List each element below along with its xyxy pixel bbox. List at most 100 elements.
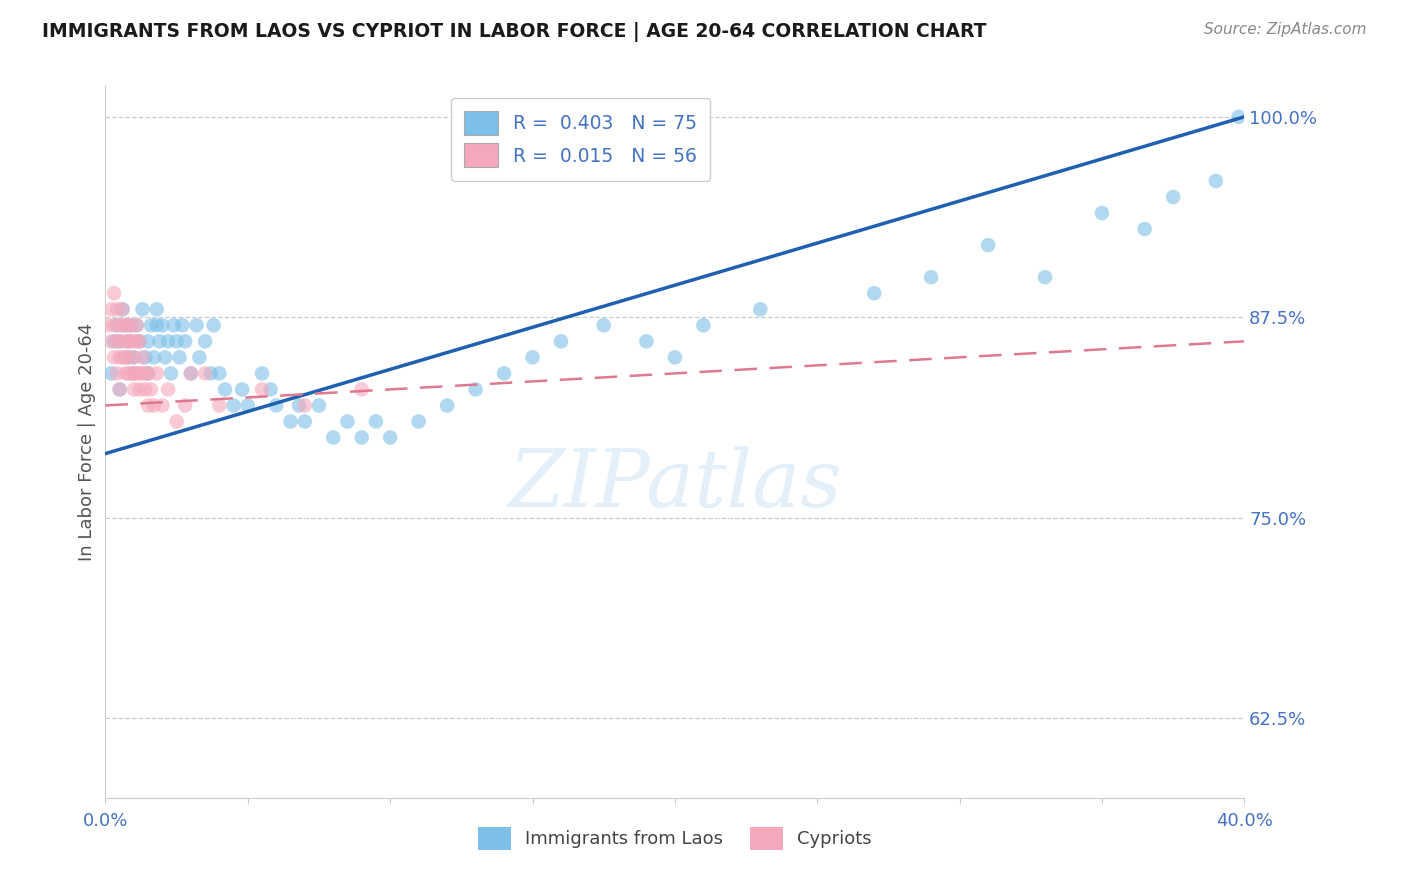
Point: [139, 318, 162, 333]
Point: [236, 399, 259, 413]
Point: [592, 318, 614, 333]
Point: [125, 318, 148, 333]
Point: [128, 383, 150, 397]
Point: [920, 270, 942, 285]
Point: [174, 399, 197, 413]
Point: [139, 383, 162, 397]
Point: [134, 383, 156, 397]
Point: [128, 367, 150, 381]
Point: [134, 367, 156, 381]
Point: [122, 367, 145, 381]
Point: [108, 334, 131, 349]
Point: [145, 302, 167, 317]
Point: [214, 383, 236, 397]
Point: [336, 415, 359, 429]
Point: [145, 318, 167, 333]
Point: [120, 318, 142, 333]
Point: [103, 286, 125, 301]
Point: [350, 431, 373, 445]
Point: [250, 383, 273, 397]
Point: [288, 399, 311, 413]
Point: [294, 415, 316, 429]
Point: [152, 399, 174, 413]
Point: [100, 334, 122, 349]
Point: [117, 351, 139, 365]
Point: [105, 302, 128, 317]
Point: [136, 367, 159, 381]
Point: [122, 383, 145, 397]
Point: [103, 334, 125, 349]
Point: [103, 351, 125, 365]
Point: [114, 318, 136, 333]
Point: [105, 318, 128, 333]
Point: [128, 334, 150, 349]
Point: [157, 383, 180, 397]
Point: [122, 334, 145, 349]
Point: [259, 383, 281, 397]
Point: [117, 367, 139, 381]
Point: [308, 399, 330, 413]
Point: [188, 351, 211, 365]
Point: [114, 351, 136, 365]
Point: [117, 351, 139, 365]
Point: [117, 318, 139, 333]
Point: [202, 318, 225, 333]
Point: [408, 415, 430, 429]
Point: [364, 415, 387, 429]
Point: [100, 302, 122, 317]
Point: [105, 334, 128, 349]
Point: [120, 367, 142, 381]
Point: [194, 334, 217, 349]
Point: [155, 351, 177, 365]
Point: [294, 399, 316, 413]
Point: [142, 351, 165, 365]
Point: [108, 351, 131, 365]
Y-axis label: In Labor Force | Age 20-64: In Labor Force | Age 20-64: [77, 322, 96, 561]
Point: [114, 318, 136, 333]
Point: [977, 238, 1000, 252]
Point: [160, 367, 183, 381]
Point: [97, 318, 120, 333]
Point: [208, 367, 231, 381]
Point: [114, 367, 136, 381]
Point: [120, 318, 142, 333]
Point: [111, 302, 134, 317]
Point: [749, 302, 772, 317]
Point: [1033, 270, 1056, 285]
Point: [111, 318, 134, 333]
Point: [166, 334, 188, 349]
Point: [186, 318, 208, 333]
Point: [125, 334, 148, 349]
Point: [350, 383, 373, 397]
Point: [322, 431, 344, 445]
Point: [522, 351, 544, 365]
Point: [1133, 222, 1156, 236]
Point: [120, 334, 142, 349]
Point: [125, 367, 148, 381]
Point: [131, 367, 153, 381]
Point: [117, 334, 139, 349]
Point: [108, 383, 131, 397]
Point: [136, 334, 159, 349]
Point: [131, 351, 153, 365]
Point: [222, 399, 245, 413]
Point: [122, 367, 145, 381]
Point: [108, 334, 131, 349]
Point: [1091, 206, 1114, 220]
Text: Source: ZipAtlas.com: Source: ZipAtlas.com: [1204, 22, 1367, 37]
Point: [280, 415, 302, 429]
Point: [664, 351, 686, 365]
Point: [200, 367, 222, 381]
Point: [378, 431, 402, 445]
Point: [231, 383, 253, 397]
Point: [148, 334, 170, 349]
Point: [1205, 174, 1227, 188]
Point: [636, 334, 658, 349]
Point: [157, 334, 180, 349]
Point: [100, 367, 122, 381]
Point: [105, 367, 128, 381]
Text: IMMIGRANTS FROM LAOS VS CYPRIOT IN LABOR FORCE | AGE 20-64 CORRELATION CHART: IMMIGRANTS FROM LAOS VS CYPRIOT IN LABOR…: [42, 22, 987, 42]
Point: [492, 367, 515, 381]
Point: [169, 351, 191, 365]
Point: [264, 399, 288, 413]
